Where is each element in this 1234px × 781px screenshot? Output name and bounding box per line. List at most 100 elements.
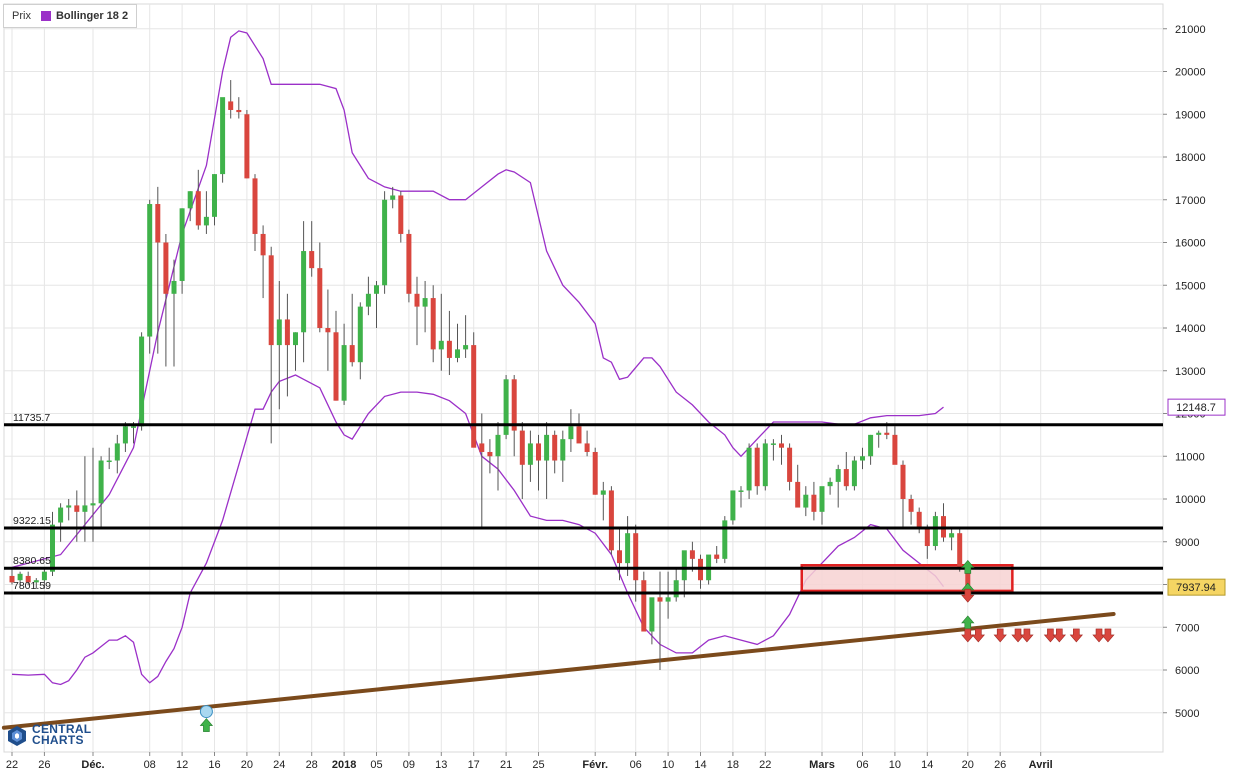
candle-body — [252, 178, 258, 234]
y-tick-label: 16000 — [1175, 238, 1206, 250]
x-tick-label: 08 — [144, 759, 156, 771]
candle-body — [25, 575, 31, 583]
y-tick-label: 11000 — [1175, 451, 1205, 463]
candle-body — [827, 481, 833, 487]
y-tick-label: 13000 — [1175, 366, 1206, 378]
candle-body — [608, 490, 614, 551]
candle-body — [382, 199, 388, 286]
candle-body — [519, 430, 525, 465]
candle-body — [681, 550, 687, 581]
candle-body — [754, 447, 760, 487]
central-charts-logo: CENTRAL CHARTS — [6, 722, 106, 750]
candle-body — [195, 191, 201, 226]
x-tick-label: 20 — [962, 759, 974, 771]
bollinger-bands — [11, 30, 945, 686]
candle-body — [333, 332, 339, 401]
x-tick-label: 28 — [306, 759, 318, 771]
candle-body — [932, 516, 938, 547]
x-tick-label: Mars — [809, 759, 835, 771]
candle-body — [479, 443, 485, 452]
level-label: 9322.15 — [13, 515, 51, 527]
info-circle-icon — [199, 705, 213, 719]
candle-body — [714, 554, 720, 559]
candle-body — [738, 490, 744, 492]
candle-body — [795, 481, 801, 508]
logo-line-1: CENTRAL — [32, 722, 92, 736]
candle-body — [770, 443, 776, 445]
x-tick-label: 10 — [889, 759, 901, 771]
y-tick-label: 5000 — [1175, 708, 1199, 720]
candle-body — [592, 451, 598, 495]
candle-body — [527, 443, 533, 465]
candle-body — [949, 533, 955, 538]
candle-body — [203, 216, 209, 226]
x-tick-label: 2018 — [332, 759, 356, 771]
candle-body — [860, 456, 865, 461]
y-tick-label: 20000 — [1175, 67, 1206, 79]
candle-body — [916, 511, 922, 529]
candle-body — [50, 524, 55, 572]
candle-body — [762, 443, 768, 487]
signal-arrows — [199, 559, 1115, 732]
legend-bollinger-swatch — [40, 11, 51, 21]
candle-body — [819, 486, 825, 512]
candle-body — [503, 379, 509, 435]
y-tick-label: 21000 — [1175, 24, 1206, 36]
candle-body — [9, 575, 15, 583]
x-tick-label: Févr. — [582, 759, 608, 771]
candle-body — [357, 306, 363, 363]
sell-arrow-icon — [993, 628, 1007, 643]
x-tick-label: 22 — [759, 759, 771, 771]
candle-body — [309, 251, 315, 269]
candle-body — [511, 379, 517, 431]
buy-arrow-icon — [199, 718, 214, 732]
axes: 5000600070008000900010000110001200013000… — [6, 24, 1226, 771]
level-label: 11735.7 — [13, 412, 50, 424]
candle-body — [471, 345, 477, 448]
candle-body — [422, 298, 428, 307]
price-tag-label: 12148.7 — [1176, 402, 1216, 414]
candle-body — [779, 443, 784, 448]
candle-body — [398, 195, 404, 234]
legend-price-label: Prix — [12, 10, 31, 22]
x-tick-label: 16 — [208, 759, 220, 771]
x-tick-label: 09 — [403, 759, 415, 771]
candle-body — [924, 528, 930, 547]
sell-arrow-icon — [1101, 628, 1115, 643]
level-label: 7801.59 — [13, 580, 51, 592]
candle-body — [268, 255, 274, 346]
y-tick-label: 14000 — [1175, 323, 1206, 335]
candle-body — [90, 503, 96, 506]
sell-arrow-icon — [1092, 628, 1106, 643]
candle-body — [803, 494, 809, 508]
bollinger-lower-band — [11, 374, 945, 686]
buy-arrow-icon — [961, 615, 975, 630]
x-tick-label: 21 — [500, 759, 512, 771]
candle-body — [657, 597, 663, 602]
candle-body — [390, 195, 396, 200]
candle-body — [649, 597, 655, 632]
buy-arrow-icon — [961, 559, 975, 574]
candle-body — [106, 460, 112, 463]
candle-body — [908, 499, 914, 512]
candle-body — [325, 328, 331, 333]
candle-body — [293, 332, 298, 346]
y-tick-label: 9000 — [1175, 537, 1199, 549]
candle-body — [446, 340, 452, 358]
candlesticks — [9, 80, 971, 670]
candle-body — [617, 550, 622, 564]
y-tick-label: 19000 — [1175, 109, 1206, 121]
y-tick-label: 15000 — [1175, 280, 1206, 292]
sell-arrow-icon — [1052, 628, 1066, 643]
candle-body — [163, 242, 169, 294]
candle-body — [811, 494, 817, 512]
candle-body — [58, 507, 64, 523]
sell-arrow-icon — [1020, 628, 1034, 643]
x-tick-label: 17 — [468, 759, 480, 771]
candle-body — [787, 447, 793, 482]
candle-body — [114, 443, 120, 461]
candle-body — [187, 191, 193, 209]
candle-body — [552, 434, 558, 461]
